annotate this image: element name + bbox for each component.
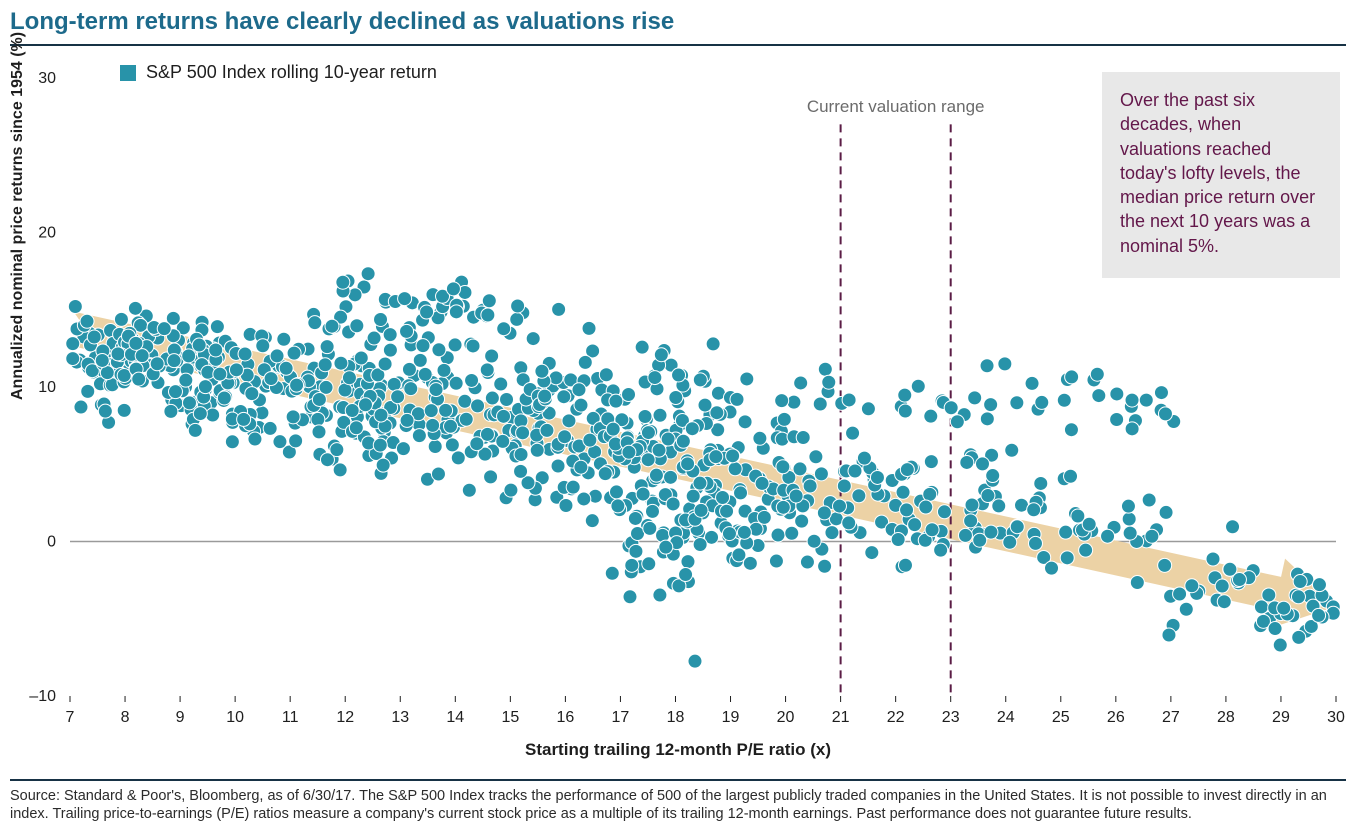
x-tick-label: 9 [176,709,185,726]
y-tick-label: –10 [29,688,56,705]
x-tick-label: 12 [336,709,354,726]
y-tick-label: 10 [38,379,56,396]
x-tick-label: 17 [612,709,630,726]
x-tick-label: 18 [667,709,685,726]
top-rule [10,44,1346,46]
y-tick-label: 0 [47,534,56,551]
valuation-range-label: Current valuation range [807,97,985,116]
x-tick-label: 25 [1052,709,1070,726]
x-tick-label: 11 [282,709,299,726]
x-tick-label: 10 [226,709,244,726]
x-tick-label: 22 [887,709,905,726]
y-tick-label: 20 [38,225,56,242]
x-tick-label: 28 [1217,709,1235,726]
x-tick-label: 19 [722,709,740,726]
x-tick-label: 16 [556,709,574,726]
footer-source: Source: Standard & Poor's, Bloomberg, as… [10,779,1346,824]
x-tick-label: 26 [1107,709,1125,726]
scatter-chart: Current valuation range –10 0 10 20 30 7 8 9 10 11… [10,58,1346,758]
x-tick-label: 8 [121,709,130,726]
x-axis-label: Starting trailing 12-month P/E ratio (x) [0,740,1356,760]
x-tick-label: 24 [997,709,1015,726]
x-tick-label: 27 [1162,709,1180,726]
x-tick-label: 30 [1327,709,1345,726]
x-tick-label: 21 [832,709,850,726]
chart-title: Long-term returns have clearly declined … [10,8,1346,42]
x-tick-label: 7 [66,709,75,726]
scatter-points [66,267,1340,668]
x-tick-label: 14 [446,709,464,726]
x-tick-label: 23 [942,709,960,726]
x-tick-label: 13 [391,709,409,726]
x-tick-label: 29 [1272,709,1290,726]
y-tick-label: 30 [38,70,56,87]
x-tick-label: 20 [777,709,795,726]
x-tick-label: 15 [501,709,519,726]
